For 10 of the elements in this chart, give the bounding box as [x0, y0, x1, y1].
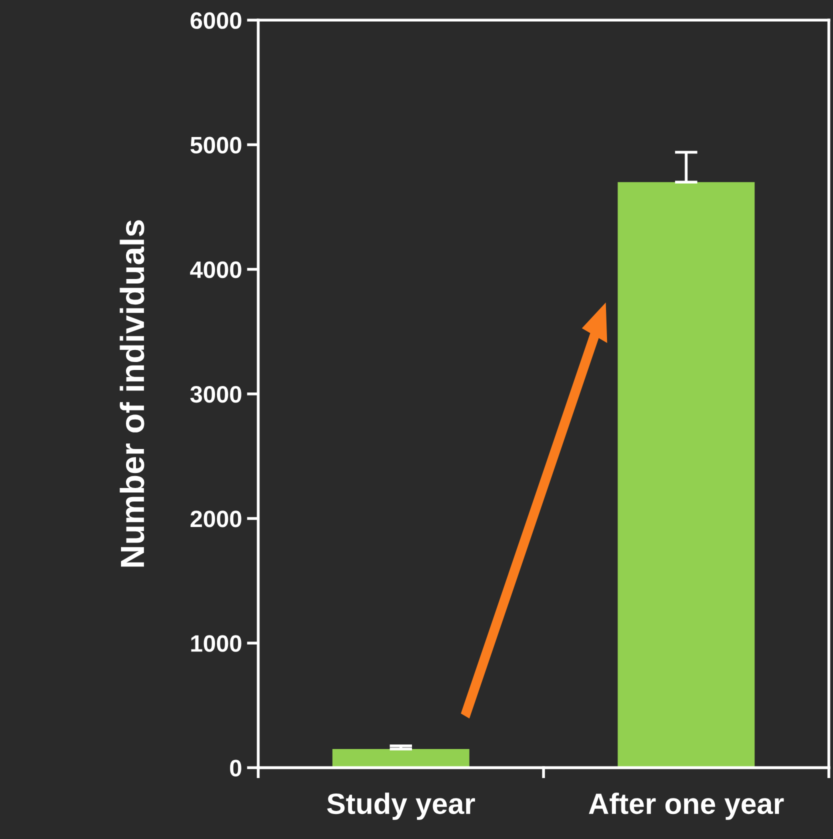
y-tick-label: 2000 [190, 510, 242, 528]
x-tick-label: After one year [588, 792, 784, 820]
y-tick-label: 0 [230, 760, 242, 776]
y-tick-label: 6000 [190, 12, 242, 29]
y-tick-label: 3000 [190, 386, 242, 403]
y-tick-label: 1000 [191, 635, 242, 652]
y-axis-title: Number of individuals [120, 220, 144, 567]
y-tick-label: 4000 [190, 261, 242, 278]
y-tick-label: 5000 [190, 136, 242, 154]
x-tick-label: Study year [327, 792, 476, 820]
